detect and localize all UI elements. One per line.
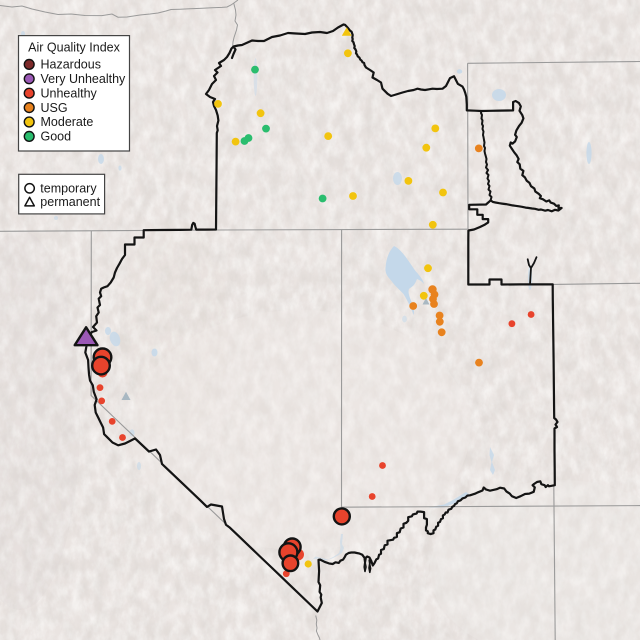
svg-text:temporary: temporary: [40, 181, 97, 195]
svg-text:Air Quality Index: Air Quality Index: [28, 41, 120, 55]
svg-text:Very Unhealthy: Very Unhealthy: [41, 72, 127, 86]
svg-text:USG: USG: [41, 101, 68, 115]
svg-text:Unhealthy: Unhealthy: [41, 86, 98, 100]
svg-text:Hazardous: Hazardous: [41, 58, 101, 72]
svg-text:Moderate: Moderate: [41, 115, 94, 129]
svg-text:permanent: permanent: [40, 195, 100, 209]
svg-text:Good: Good: [41, 130, 72, 144]
